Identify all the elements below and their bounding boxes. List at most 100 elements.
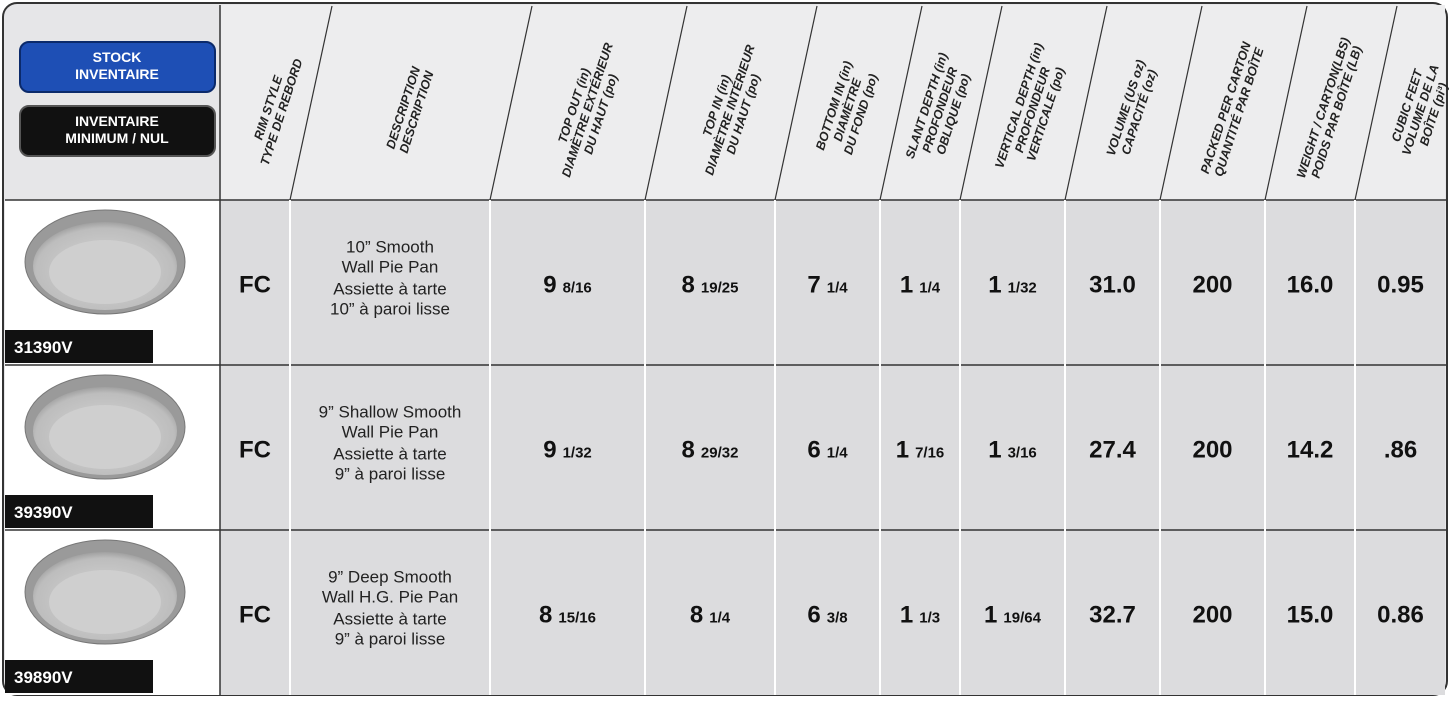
fraction-part: 19/64	[1003, 610, 1041, 627]
pan-base	[49, 570, 161, 634]
fraction-value: 1 19/64	[984, 602, 1042, 629]
fraction-part: 3/8	[827, 610, 848, 627]
header-divider	[774, 5, 818, 201]
code-box	[5, 330, 153, 363]
description-line: Assiette à tarte	[333, 280, 446, 299]
header-bg	[220, 5, 1445, 200]
rim-style: FC	[239, 437, 271, 464]
header-divider	[959, 5, 1003, 201]
header-divider	[1159, 5, 1203, 201]
number-value: 0.86	[1377, 602, 1424, 629]
product-code: 39890V	[14, 668, 73, 687]
whole-part: 8	[682, 437, 695, 464]
fraction-part: 1/4	[919, 280, 941, 297]
code-box	[5, 660, 153, 693]
fraction-part: 1/4	[709, 610, 731, 627]
stock-badge	[19, 41, 216, 93]
number-value: 32.7	[1089, 602, 1136, 629]
fraction-part: 3/16	[1008, 445, 1037, 462]
rim-style: FC	[239, 272, 271, 299]
whole-part: 1	[988, 272, 1001, 299]
fraction-value: 6 3/8	[807, 602, 847, 629]
description-line: 10” à paroi lisse	[330, 300, 450, 319]
rim-style: FC	[239, 602, 271, 629]
fraction-value: 1 1/32	[988, 272, 1037, 299]
pan-image	[24, 374, 186, 480]
fraction-value: 8 1/4	[690, 602, 731, 629]
fraction-part: 15/16	[558, 610, 596, 627]
fraction-part: 8/16	[563, 280, 592, 297]
description-line: Wall Pie Pan	[342, 423, 439, 442]
number-value: 200	[1192, 602, 1232, 629]
fraction-part: 1/3	[919, 610, 940, 627]
whole-part: 1	[984, 602, 997, 629]
whole-part: 1	[988, 437, 1001, 464]
fraction-value: 1 7/16	[896, 437, 945, 464]
stock-label: INVENTAIRE	[75, 66, 159, 82]
fraction-value: 1 1/3	[900, 602, 940, 629]
header-divider	[1264, 5, 1308, 201]
number-value: .86	[1384, 437, 1417, 464]
minimum-label: INVENTAIRE	[75, 113, 159, 129]
whole-part: 8	[682, 272, 695, 299]
description-line: 10” Smooth	[346, 238, 434, 257]
fraction-value: 8 29/32	[682, 437, 739, 464]
whole-part: 6	[807, 602, 820, 629]
product-code: 39390V	[14, 503, 73, 522]
whole-part: 1	[900, 602, 913, 629]
fraction-part: 29/32	[701, 445, 739, 462]
whole-part: 9	[543, 272, 556, 299]
code-box	[5, 495, 153, 528]
description-line: Assiette à tarte	[333, 445, 446, 464]
number-value: 16.0	[1287, 272, 1334, 299]
number-value: 200	[1192, 437, 1232, 464]
header-divider	[289, 5, 333, 201]
header-divider	[1354, 5, 1398, 201]
description-line: 9” à paroi lisse	[335, 465, 446, 484]
number-value: 31.0	[1089, 272, 1136, 299]
number-value: 200	[1192, 272, 1232, 299]
fraction-part: 1/32	[563, 445, 592, 462]
product-code: 31390V	[14, 338, 73, 357]
description-line: 9” Shallow Smooth	[319, 403, 462, 422]
row-bg	[220, 530, 1445, 695]
description-line: Wall H.G. Pie Pan	[322, 588, 458, 607]
description-line: 9” Deep Smooth	[328, 568, 452, 587]
fraction-part: 1/4	[827, 280, 849, 297]
pan-image	[24, 209, 186, 315]
fraction-part: 7/16	[915, 445, 944, 462]
number-value: 0.95	[1377, 272, 1424, 299]
fraction-value: 8 15/16	[539, 602, 596, 629]
description-line: Assiette à tarte	[333, 610, 446, 629]
whole-part: 7	[807, 272, 820, 299]
whole-part: 8	[539, 602, 552, 629]
fraction-value: 9 8/16	[543, 272, 592, 299]
pan-image	[24, 539, 186, 645]
fraction-part: 19/25	[701, 280, 739, 297]
minimum-badge	[19, 105, 216, 157]
header-divider	[879, 5, 923, 201]
pan-base	[49, 405, 161, 469]
fraction-value: 7 1/4	[807, 272, 848, 299]
whole-part: 8	[690, 602, 703, 629]
header-divider	[644, 5, 688, 201]
minimum-label: MINIMUM / NUL	[65, 130, 169, 146]
number-value: 27.4	[1089, 437, 1136, 464]
fraction-part: 1/4	[827, 445, 849, 462]
number-value: 14.2	[1287, 437, 1334, 464]
whole-part: 1	[900, 272, 913, 299]
pan-base	[49, 240, 161, 304]
fraction-value: 8 19/25	[682, 272, 739, 299]
whole-part: 6	[807, 437, 820, 464]
stock-label: STOCK	[93, 49, 142, 65]
fraction-value: 1 1/4	[900, 272, 941, 299]
row-bg	[220, 365, 1445, 530]
whole-part: 1	[896, 437, 909, 464]
header-divider	[489, 5, 533, 201]
whole-part: 9	[543, 437, 556, 464]
row-bg	[220, 200, 1445, 365]
fraction-value: 1 3/16	[988, 437, 1037, 464]
fraction-value: 9 1/32	[543, 437, 592, 464]
header-divider	[1064, 5, 1108, 201]
